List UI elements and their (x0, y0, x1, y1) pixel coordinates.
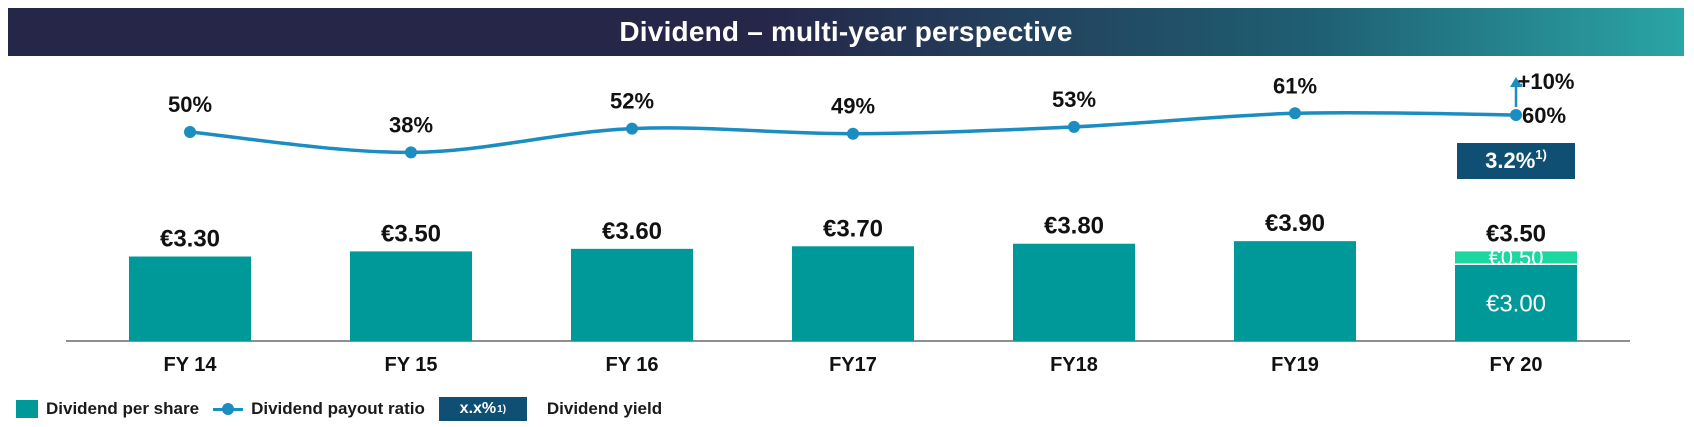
x-tick-label-3: FY 16 (606, 354, 659, 376)
x-tick-label-5: FY18 (1050, 354, 1098, 376)
bar-total-label-5: €3.80 (1044, 213, 1104, 240)
payout-ratio-point-7 (1510, 109, 1522, 121)
legend-line-label: Dividend payout ratio (251, 399, 425, 418)
bar-total-label-4: €3.70 (823, 215, 883, 242)
bar-dividend-4 (792, 246, 914, 341)
bar-dividend-3 (571, 248, 693, 341)
dividend-yield-footnote: 1) (1535, 147, 1547, 162)
x-tick-label-4: FY17 (829, 354, 877, 376)
title-banner: Dividend – multi-year perspective (8, 8, 1684, 56)
bar-total-label-2: €3.50 (381, 220, 441, 247)
bar-total-label-3: €3.60 (602, 218, 662, 245)
x-tick-label-2: FY 15 (385, 354, 438, 376)
bar-total-label-6: €3.90 (1265, 210, 1325, 237)
bar-dividend-2 (350, 251, 472, 341)
payout-ratio-point-3 (626, 122, 638, 135)
dividend-yield-value: 3.2%1) (1485, 147, 1547, 173)
legend-yield-box: x.x% 1) (438, 397, 527, 421)
payout-ratio-point-6 (1289, 107, 1301, 120)
segment-label-top: €0.50 (1488, 245, 1543, 270)
payout-ratio-label-5: 53% (1052, 87, 1096, 112)
payout-ratio-point-5 (1068, 120, 1080, 133)
x-tick-label-1: FY 14 (164, 354, 218, 376)
increase-label: +10% (1518, 69, 1575, 94)
payout-ratio-point-1 (184, 126, 196, 138)
payout-ratio-label-2: 38% (389, 112, 433, 137)
dividend-yield-value-text: 3.2% (1485, 148, 1535, 173)
legend-yield-box-text: x.x% (459, 400, 497, 417)
payout-ratio-label-6: 61% (1273, 73, 1317, 98)
bar-total-label-1: €3.30 (160, 226, 220, 253)
bar-dividend-7 (1455, 264, 1577, 341)
legend: Dividend per share Dividend payout ratio… (16, 397, 662, 421)
bar-dividend-1 (129, 256, 251, 341)
payout-ratio-label-1: 50% (168, 92, 212, 117)
bar-total-label-7: €3.50 (1486, 220, 1546, 247)
x-tick-label-6: FY19 (1271, 354, 1319, 376)
legend-bar-label: Dividend per share (46, 399, 200, 418)
chart-title: Dividend – multi-year perspective (619, 16, 1073, 47)
x-tick-label-7: FY 20 (1490, 354, 1543, 376)
segment-label-base: €3.00 (1486, 291, 1546, 318)
dividend-yield-box (1457, 143, 1575, 179)
payout-ratio-label-3: 52% (610, 89, 654, 114)
payout-ratio-label-7: 60% (1522, 103, 1566, 128)
bar-segment-top (1455, 251, 1577, 265)
payout-ratio-point-4 (847, 127, 859, 140)
legend-yield-box-footnote: 1) (497, 403, 507, 415)
legend-bar-swatch (16, 400, 38, 418)
bar-dividend-6 (1234, 241, 1356, 341)
payout-ratio-point-2 (405, 146, 417, 159)
legend-yield-label: Dividend yield (546, 399, 663, 418)
chart-area: €3.30 FY 14 €3.50 FY 15 €3.60 FY 16 €3.70 FY17 €… (66, 69, 1630, 376)
legend-line-swatch (213, 400, 244, 418)
payout-ratio-label-4: 49% (831, 94, 875, 119)
bar-dividend-5 (1013, 243, 1135, 341)
